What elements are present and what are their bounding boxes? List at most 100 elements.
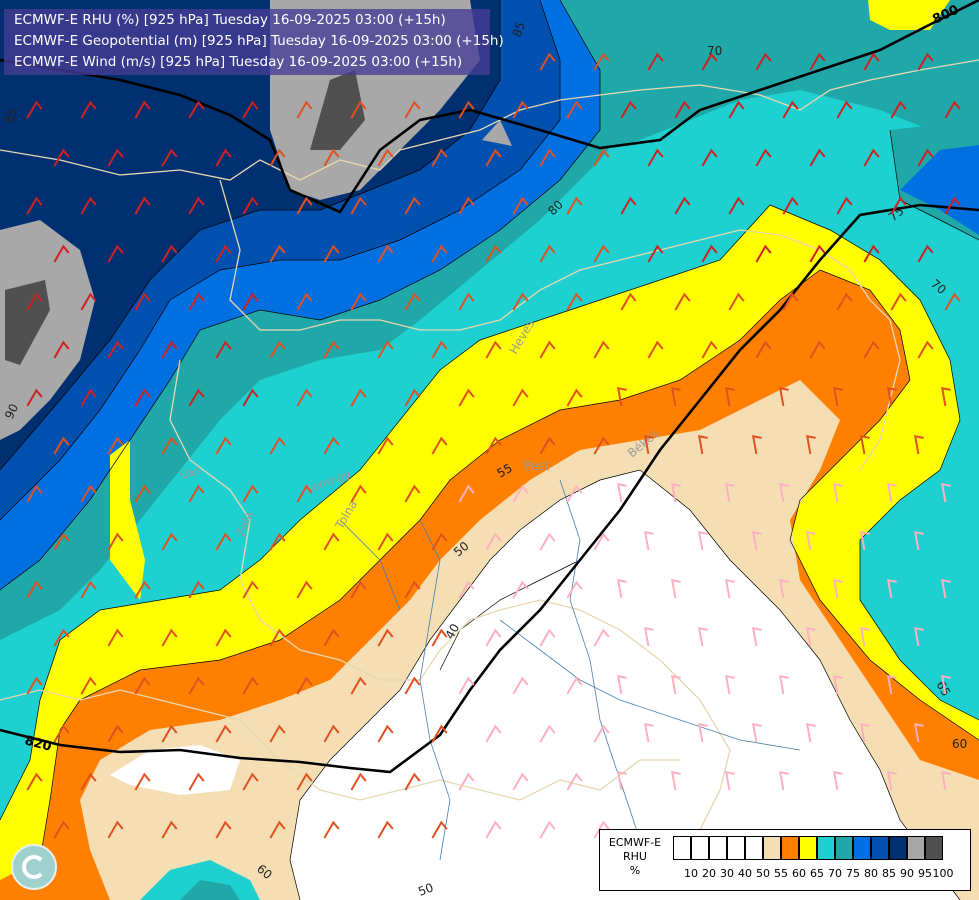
wind-barb xyxy=(377,148,394,167)
wind-barb xyxy=(914,435,924,455)
wind-barb xyxy=(107,436,124,455)
wind-barb xyxy=(53,244,70,263)
wind-barb xyxy=(593,340,610,359)
legend-tick-label: 40 xyxy=(738,867,752,880)
wind-barb xyxy=(644,723,654,743)
wind-barb xyxy=(566,196,583,215)
wind-barb xyxy=(752,531,762,551)
wind-barb xyxy=(806,435,816,455)
wind-barb xyxy=(161,820,178,839)
wind-barb xyxy=(161,628,178,647)
wind-barb xyxy=(377,532,394,551)
wind-barb xyxy=(914,723,924,743)
wind-barbs xyxy=(26,52,961,839)
wind-barb xyxy=(188,196,205,215)
wind-barb xyxy=(809,52,826,71)
legend-swatch xyxy=(727,836,745,860)
wind-barb xyxy=(323,436,340,455)
legend-swatch xyxy=(907,836,925,860)
place-vas: Vas xyxy=(178,463,202,483)
wind-barb xyxy=(485,532,502,551)
wind-barb xyxy=(134,772,151,791)
wind-barb xyxy=(941,387,951,407)
wind-barb xyxy=(617,483,627,503)
wind-barb xyxy=(404,484,421,503)
rhu-band-100-w xyxy=(5,280,50,365)
wind-barb xyxy=(188,676,205,695)
wind-barb xyxy=(242,388,259,407)
wind-barb xyxy=(485,340,502,359)
wind-barb xyxy=(539,532,556,551)
legend-swatch xyxy=(871,836,889,860)
wind-barb xyxy=(296,676,313,695)
wind-barb xyxy=(779,579,789,599)
legend-tick-label: 60 xyxy=(792,867,806,880)
wind-barb xyxy=(485,148,502,167)
rhu-label-85b: 85 xyxy=(2,106,20,125)
wind-barb xyxy=(725,771,735,791)
wind-barb xyxy=(458,772,475,791)
legend-swatch xyxy=(889,836,907,860)
wind-barb xyxy=(107,820,124,839)
wind-barb xyxy=(296,100,313,119)
wind-barb xyxy=(107,628,124,647)
wind-barb xyxy=(350,292,367,311)
wind-barb xyxy=(431,532,448,551)
wind-barb xyxy=(725,675,735,695)
wind-barb xyxy=(887,483,897,503)
wind-barb xyxy=(26,484,43,503)
wind-barb xyxy=(755,340,772,359)
wind-barb xyxy=(134,100,151,119)
wind-barb xyxy=(26,100,43,119)
wind-barb xyxy=(134,388,151,407)
wind-barb xyxy=(215,628,232,647)
wind-barb xyxy=(698,723,708,743)
wind-barb xyxy=(350,676,367,695)
wind-barb xyxy=(833,387,843,407)
wind-barb xyxy=(593,532,610,551)
wind-barb xyxy=(566,388,583,407)
legend-swatch xyxy=(745,836,763,860)
wind-barb xyxy=(188,100,205,119)
place-pest: Pest xyxy=(524,459,549,473)
wind-barb xyxy=(944,196,961,215)
rhu-band-50-island xyxy=(110,745,240,795)
wind-barb xyxy=(809,340,826,359)
wind-barb xyxy=(269,244,286,263)
legend-swatch xyxy=(799,836,817,860)
wind-barb xyxy=(512,100,529,119)
wind-barb xyxy=(809,148,826,167)
wind-barb xyxy=(323,340,340,359)
wind-barb xyxy=(860,531,870,551)
wind-barb xyxy=(269,148,286,167)
wind-barb xyxy=(728,196,745,215)
rhu-label-85: 85 xyxy=(510,20,528,39)
wind-barb xyxy=(134,196,151,215)
wind-barb xyxy=(782,100,799,119)
wind-barb xyxy=(617,675,627,695)
wind-barb xyxy=(779,483,789,503)
wind-barb xyxy=(674,196,691,215)
rhu-label-65: 65 xyxy=(933,679,953,699)
map-title-box: ECMWF-E RHU (%) [925 hPa] Tuesday 16-09-… xyxy=(4,9,504,75)
legend-tick-label: 20 xyxy=(702,867,716,880)
rhu-band-80-e xyxy=(900,145,979,235)
legend-tick-label: 75 xyxy=(846,867,860,880)
rhu-band-65-strip xyxy=(110,440,145,600)
geopotential-label-820: 820 xyxy=(23,733,53,755)
wind-barb xyxy=(53,724,70,743)
legend-swatch xyxy=(925,836,943,860)
wind-barb xyxy=(671,387,681,407)
wind-barb xyxy=(431,436,448,455)
wind-barb xyxy=(80,484,97,503)
wind-barb xyxy=(377,820,394,839)
wind-barb xyxy=(701,244,718,263)
wind-barb xyxy=(512,388,529,407)
wind-barb xyxy=(296,196,313,215)
rhu-label-60: 60 xyxy=(952,737,967,751)
wind-barb xyxy=(539,724,556,743)
wind-barb xyxy=(833,579,843,599)
wind-barb xyxy=(485,244,502,263)
legend-swatch xyxy=(817,836,835,860)
legend-tick-label: 10 xyxy=(684,867,698,880)
